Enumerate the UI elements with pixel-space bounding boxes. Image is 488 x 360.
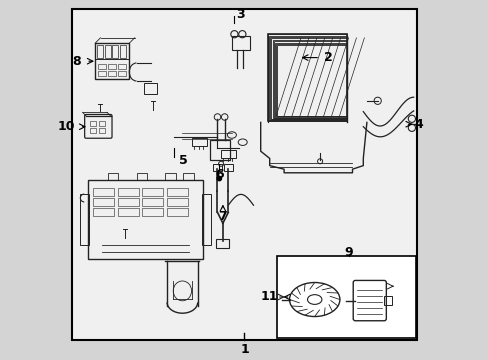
Bar	[270, 37, 346, 120]
Bar	[107, 173, 118, 180]
Bar	[272, 40, 346, 118]
Bar	[80, 194, 89, 245]
Bar	[166, 198, 187, 206]
Bar	[118, 208, 139, 216]
Bar	[98, 64, 106, 69]
Bar	[89, 128, 96, 133]
Bar	[108, 64, 116, 69]
Bar	[93, 198, 114, 206]
Bar	[118, 188, 139, 196]
Bar	[165, 173, 176, 180]
Text: 2: 2	[323, 51, 332, 64]
Bar	[274, 42, 346, 117]
Bar	[142, 208, 163, 216]
Bar	[192, 138, 207, 146]
Bar	[276, 256, 415, 338]
Text: 5: 5	[179, 154, 187, 167]
Bar	[202, 194, 211, 245]
Bar	[273, 41, 346, 118]
Bar	[118, 71, 126, 76]
Bar	[276, 44, 346, 116]
Text: 6: 6	[215, 168, 223, 181]
Bar	[118, 198, 139, 206]
Bar	[268, 36, 346, 120]
Bar	[277, 45, 346, 116]
Bar	[104, 45, 111, 58]
Bar	[98, 71, 106, 76]
Bar	[271, 39, 346, 119]
Text: 10: 10	[57, 120, 75, 133]
Bar	[267, 34, 346, 121]
Bar	[136, 173, 147, 180]
Text: 1: 1	[240, 343, 248, 356]
Bar	[142, 188, 163, 196]
Bar	[224, 164, 232, 171]
Bar	[384, 296, 391, 305]
Bar	[118, 64, 126, 69]
Text: 11: 11	[260, 291, 277, 303]
Bar	[142, 198, 163, 206]
Bar	[166, 208, 187, 216]
Bar	[143, 83, 157, 94]
Bar	[89, 121, 96, 126]
Bar	[166, 188, 187, 196]
Bar	[267, 34, 346, 121]
Bar	[221, 150, 236, 158]
Bar	[108, 71, 116, 76]
Text: 7: 7	[218, 210, 227, 222]
Bar	[287, 293, 296, 301]
Text: 9: 9	[344, 246, 352, 258]
Bar	[213, 164, 222, 171]
Text: 8: 8	[72, 55, 81, 68]
Bar	[93, 208, 114, 216]
Bar	[112, 45, 118, 58]
Bar	[99, 121, 105, 126]
Bar	[99, 128, 105, 133]
Bar	[183, 173, 194, 180]
Bar	[210, 140, 230, 160]
Bar	[120, 45, 126, 58]
Text: 3: 3	[236, 8, 244, 21]
Bar	[93, 188, 114, 196]
Bar	[97, 45, 103, 58]
Text: 4: 4	[413, 118, 422, 131]
Bar	[231, 36, 249, 50]
Bar	[88, 180, 203, 259]
Circle shape	[217, 176, 221, 181]
Bar	[216, 239, 229, 248]
